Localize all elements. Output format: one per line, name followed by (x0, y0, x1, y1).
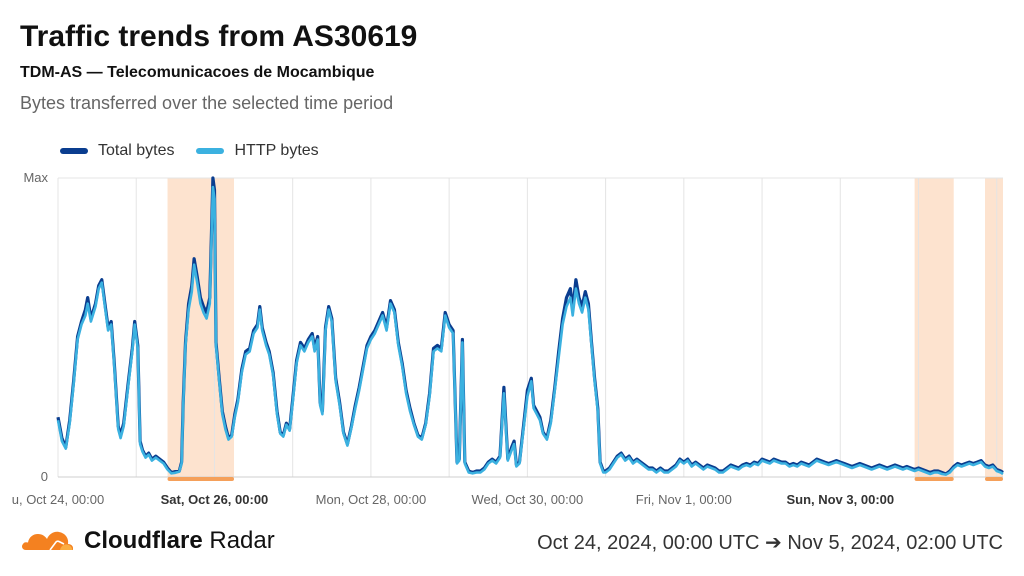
x-tick-label-4: Fri, Nov 1, 00:00 (636, 492, 732, 507)
x-tick-label-5: Sun, Nov 3, 00:00 (786, 492, 894, 507)
chart-legend: Total bytes HTTP bytes (60, 142, 341, 160)
legend-label-http-bytes: HTTP bytes (234, 142, 319, 159)
chart-title: Traffic trends from AS30619 (20, 20, 418, 53)
x-tick-label-1: Sat, Oct 26, 00:00 (161, 492, 269, 507)
x-tick-label-0: u, Oct 24, 00:00 (12, 492, 105, 507)
series-line-http-bytes (56, 185, 1004, 476)
legend-swatch-total-bytes (60, 148, 88, 154)
legend-swatch-http-bytes (196, 148, 225, 154)
legend-label-total-bytes: Total bytes (98, 142, 175, 159)
brand-name-bold: Cloudflare (84, 527, 203, 554)
brand-name: Cloudflare Radar (84, 527, 275, 555)
cloudflare-logo-icon (22, 531, 73, 551)
x-tick-label-2: Mon, Oct 28, 00:00 (316, 492, 427, 507)
y-tick-label-max: Max (23, 170, 48, 185)
legend-item-http-bytes[interactable]: HTTP bytes (196, 142, 319, 160)
cloudflare-radar-brand: Cloudflare Radar (20, 527, 275, 555)
x-tick-label-3: Wed, Oct 30, 00:00 (471, 492, 583, 507)
date-range: Oct 24, 2024, 00:00 UTC ➔ Nov 5, 2024, 0… (537, 532, 1003, 554)
brand-name-light: Radar (209, 527, 275, 554)
chart-description: Bytes transferred over the selected time… (20, 93, 394, 113)
legend-item-total-bytes[interactable]: Total bytes (60, 142, 174, 160)
chart-subtitle: TDM-AS — Telecomunicacoes de Mocambique (20, 64, 375, 81)
highlight-band-2 (985, 178, 1003, 477)
y-tick-label-zero: 0 (41, 469, 48, 484)
highlight-band-1 (914, 178, 954, 477)
highlight-band-0 (167, 178, 235, 477)
